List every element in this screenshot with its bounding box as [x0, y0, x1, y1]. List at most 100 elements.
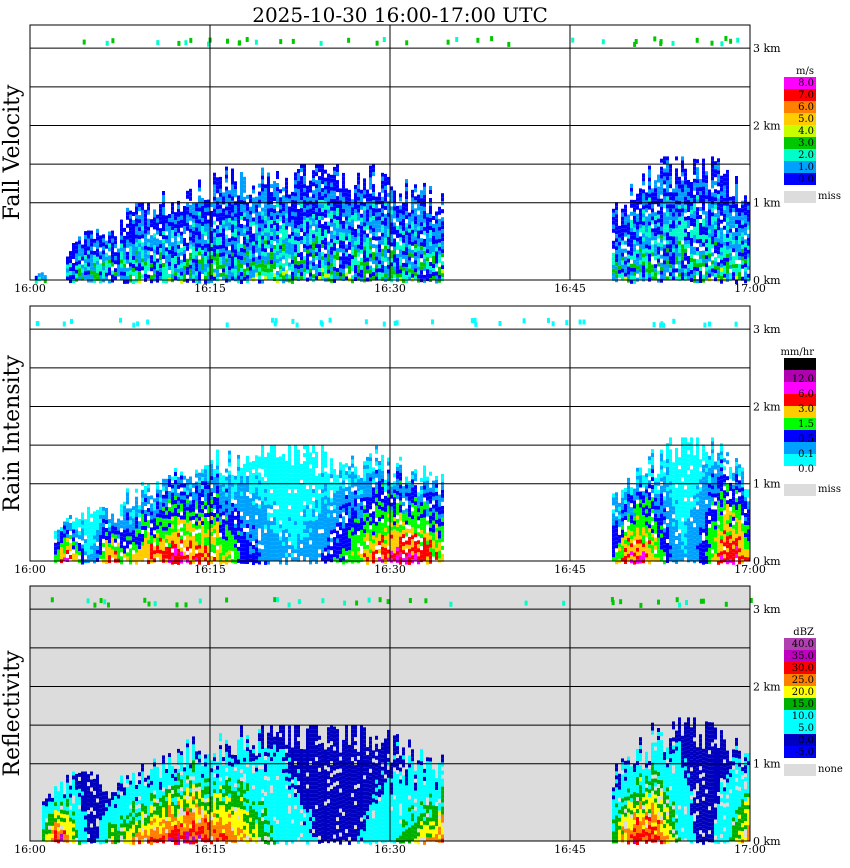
echo-cell — [438, 278, 441, 283]
echo-cell — [123, 227, 126, 232]
echo-cell — [204, 477, 207, 482]
echo-cell — [639, 240, 642, 245]
echo-cell — [639, 220, 642, 225]
echo-cell — [315, 224, 318, 229]
echo-cell — [360, 213, 363, 218]
echo-cell — [387, 208, 390, 213]
echo-cell — [324, 253, 327, 258]
echo-cell — [243, 559, 246, 564]
echo-cell — [741, 232, 744, 237]
echo-cell — [672, 248, 675, 253]
echo-cell — [342, 252, 345, 257]
echo-cell — [657, 210, 660, 215]
echo-cell — [294, 260, 297, 265]
echo-cell — [219, 228, 222, 233]
echo-cell — [351, 223, 354, 228]
echo-cell — [705, 187, 708, 192]
echo-cell — [177, 544, 180, 549]
echo-cell — [192, 491, 195, 496]
echo-cell — [246, 508, 249, 512]
echo-cell — [156, 509, 159, 514]
echo-cell — [96, 276, 99, 281]
echo-cell — [96, 513, 99, 518]
echo-cell — [234, 241, 237, 246]
echo-cell — [291, 227, 294, 232]
echo-cell — [342, 240, 345, 245]
echo-cell — [138, 541, 141, 546]
echo-cell — [327, 221, 330, 226]
echo-cell — [408, 220, 411, 225]
echo-cell — [165, 494, 168, 499]
echo-cell — [312, 210, 315, 215]
echo-cell — [294, 176, 297, 181]
echo-cell — [729, 224, 732, 229]
echo-cell — [624, 256, 627, 261]
echo-cell — [435, 235, 438, 240]
echo-cell — [645, 236, 648, 241]
echo-cell — [261, 171, 264, 176]
echo-cell — [654, 192, 657, 197]
echo-cell — [405, 263, 408, 268]
echo-cell — [153, 518, 156, 523]
echo-cell — [117, 526, 120, 531]
echo-cell — [201, 270, 204, 274]
echo-cell — [309, 240, 312, 245]
echo-cell — [153, 514, 156, 519]
echo-cell — [675, 224, 678, 229]
echo-cell — [189, 188, 192, 193]
echo-cell — [282, 505, 285, 510]
echo-cell — [234, 213, 237, 218]
echo-cell — [264, 216, 267, 221]
echo-cell — [315, 256, 318, 261]
echo-cell — [228, 450, 231, 455]
echo-cell — [222, 519, 225, 524]
echo-cell — [171, 532, 174, 537]
echo-cell — [204, 231, 207, 236]
echo-cell — [720, 227, 723, 232]
echo-cell — [213, 521, 216, 525]
echo-cell — [237, 494, 240, 499]
echo-cell — [234, 245, 237, 250]
echo-cell — [273, 185, 276, 189]
echo-cell — [651, 220, 654, 225]
echo-cell — [705, 267, 708, 272]
echo-cell — [642, 189, 645, 194]
echo-cell — [330, 178, 333, 183]
echo-cell — [189, 480, 192, 485]
speckle — [226, 38, 229, 44]
echo-cell — [72, 525, 75, 530]
echo-cell — [99, 263, 102, 268]
echo-cell — [363, 190, 366, 195]
echo-cell — [168, 539, 171, 543]
echo-cell — [90, 278, 93, 283]
echo-cell — [249, 222, 252, 227]
echo-cell — [345, 260, 348, 265]
echo-cell — [168, 234, 171, 238]
echo-cell — [675, 156, 678, 161]
echo-cell — [429, 270, 432, 274]
echo-cell — [738, 212, 741, 217]
echo-cell — [90, 541, 93, 546]
echo-cell — [729, 260, 732, 265]
echo-cell — [267, 548, 270, 553]
echo-cell — [258, 235, 261, 240]
echo-cell — [174, 504, 177, 508]
echo-cell — [252, 197, 255, 202]
echo-cell — [669, 216, 672, 221]
echo-cell — [408, 236, 411, 241]
echo-cell — [87, 510, 90, 515]
echo-cell — [321, 232, 324, 237]
echo-cell — [204, 227, 207, 232]
echo-cell — [114, 240, 117, 245]
echo-cell — [213, 505, 216, 509]
echo-cell — [225, 504, 228, 509]
echo-cell — [135, 210, 138, 215]
echo-cell — [243, 260, 246, 265]
echo-cell — [330, 206, 333, 211]
echo-cell — [339, 216, 342, 221]
echo-cell — [183, 214, 186, 218]
echo-cell — [201, 202, 204, 206]
echo-cell — [738, 240, 741, 245]
echo-cell — [279, 237, 282, 242]
echo-cell — [393, 258, 396, 263]
